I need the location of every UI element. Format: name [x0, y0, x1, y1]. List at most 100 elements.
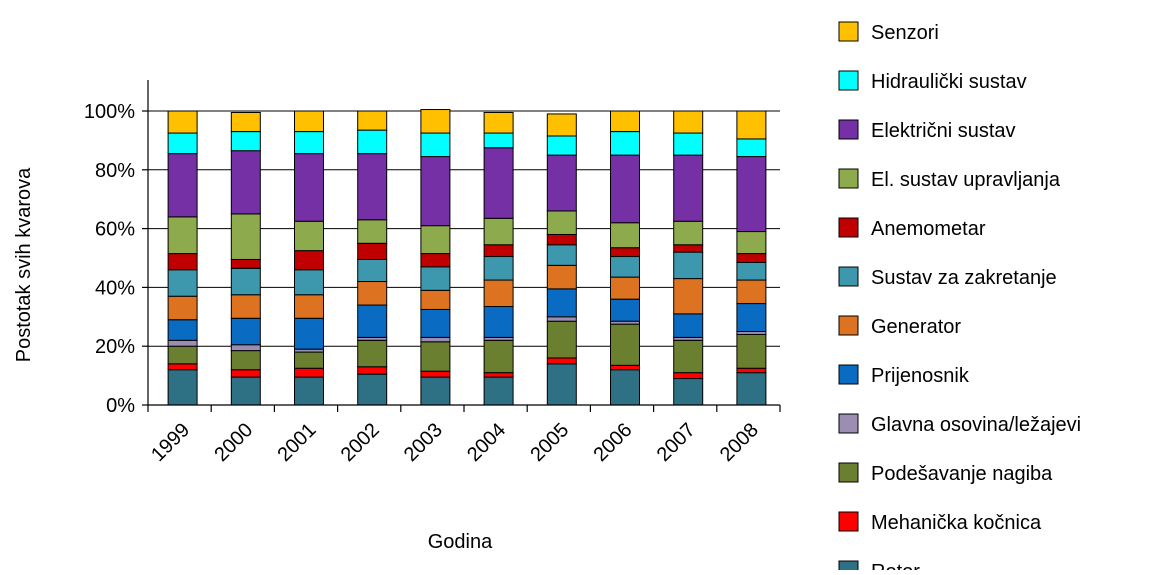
legend-label: El. sustav upravljanja	[871, 169, 1061, 191]
bar-segment	[546, 316, 577, 322]
bar-segment	[230, 258, 261, 269]
bar-segment	[420, 156, 451, 227]
bar-segment	[483, 376, 514, 406]
bar-segment	[230, 213, 261, 260]
bar-segment	[673, 251, 704, 280]
x-tick-label: 1999	[147, 419, 194, 466]
bar-segment	[546, 154, 577, 212]
bar-segment	[673, 313, 704, 338]
x-tick-label: 2001	[274, 419, 321, 466]
legend-swatch	[838, 266, 859, 287]
bar-segment	[736, 333, 767, 369]
bar-segment	[230, 317, 261, 346]
bar-segment	[483, 132, 514, 149]
bar-segment	[357, 258, 388, 283]
bar-segment	[167, 363, 198, 371]
bar-segment	[420, 253, 451, 268]
bar-segment	[483, 244, 514, 258]
legend-label: Hidraulički sustav	[871, 71, 1027, 93]
bar-segment	[673, 372, 704, 380]
bar-segment	[546, 357, 577, 365]
bar-segment	[546, 210, 577, 235]
bar-segment	[294, 351, 324, 369]
bar-segment	[610, 276, 640, 300]
bar-segment	[167, 345, 198, 365]
legend-swatch	[838, 119, 859, 140]
bar-segment	[546, 320, 577, 359]
bar-segment	[357, 281, 388, 306]
bar-segment	[610, 247, 640, 258]
bar-segment	[736, 110, 767, 140]
bar-segment	[736, 261, 767, 281]
bar-segment	[483, 256, 514, 281]
y-tick-label: 40%	[95, 277, 135, 299]
bar-segment	[294, 376, 324, 406]
bar-segment	[167, 253, 198, 271]
legend-label: Prijenosnik	[871, 365, 970, 387]
legend-label: Anemometar	[871, 218, 986, 240]
bar-segment	[420, 109, 451, 134]
bars-group	[167, 109, 767, 406]
bar-segment	[230, 150, 261, 215]
legend: Senzori Hidraulički sustav Električni sust…	[838, 21, 1081, 575]
bar-segment	[736, 231, 767, 255]
legend-swatch	[838, 217, 859, 238]
bar-segment	[420, 376, 451, 406]
bar-segment	[230, 294, 261, 319]
bar-segment	[546, 264, 577, 290]
x-tick-label: 2007	[653, 419, 700, 466]
bar-segment	[546, 363, 577, 406]
bar-segment	[610, 131, 640, 156]
y-ticks: 0% 20% 40% 60% 80% 100%	[84, 101, 148, 417]
bar-segment	[357, 129, 388, 155]
bar-segment	[230, 131, 261, 152]
x-tick-label: 2003	[400, 419, 447, 466]
x-tick-label: 2008	[716, 419, 763, 466]
x-tick-label: 2000	[210, 419, 257, 466]
bar-segment	[167, 269, 198, 297]
bar-segment	[483, 147, 514, 219]
bar-segment	[420, 341, 451, 372]
legend-label: Sustav za zakretanje	[871, 267, 1057, 289]
bar-segment	[357, 366, 388, 375]
bar-segment	[230, 267, 261, 296]
bar-segment	[357, 304, 388, 338]
bar-segment	[230, 350, 261, 371]
legend-label: Generator	[871, 316, 961, 338]
bar-segment	[483, 306, 514, 338]
bar-segment	[420, 370, 451, 378]
bar-segment	[357, 242, 388, 260]
bar-segment	[167, 339, 198, 347]
bar-segment	[294, 131, 324, 155]
bar-segment	[230, 344, 261, 352]
x-tick-label: 2006	[590, 419, 637, 466]
bar-segment	[420, 266, 451, 291]
bar-segment	[546, 233, 577, 246]
bar-segment	[294, 317, 324, 350]
x-tick-label: 2004	[463, 419, 510, 466]
bar-segment	[357, 373, 388, 406]
legend-label: Rotor	[871, 561, 920, 570]
bar-segment	[230, 369, 261, 378]
x-tick-label: 2002	[337, 419, 384, 466]
bar-segment	[610, 323, 640, 366]
legend-label: Senzori	[871, 22, 939, 44]
bar-segment	[420, 289, 451, 310]
bar-segment	[420, 308, 451, 338]
bar-segment	[546, 244, 577, 266]
bar-segment	[673, 220, 704, 246]
bar-segment	[673, 132, 704, 156]
legend-label: Glavna osovina/ležajevi	[871, 414, 1081, 436]
bar-segment	[357, 110, 388, 131]
bar-segment	[294, 269, 324, 296]
legend-swatch	[838, 511, 859, 532]
legend-label: Električni sustav	[871, 120, 1016, 142]
bar-segment	[736, 138, 767, 158]
bar-segment	[167, 295, 198, 321]
bar-segment	[230, 111, 261, 133]
bar-segment	[294, 250, 324, 271]
bar-segment	[673, 154, 704, 222]
bar-segment	[294, 294, 324, 319]
bar-segment	[167, 369, 198, 406]
y-tick-label: 80%	[95, 160, 135, 182]
